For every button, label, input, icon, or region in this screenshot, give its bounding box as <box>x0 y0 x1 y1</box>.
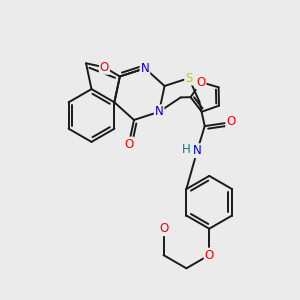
Text: N: N <box>155 105 164 118</box>
Text: O: O <box>205 249 214 262</box>
Text: N: N <box>141 62 149 75</box>
Text: O: O <box>196 76 206 88</box>
Text: O: O <box>100 61 109 74</box>
Text: H: H <box>182 143 191 156</box>
Text: N: N <box>193 144 202 157</box>
Text: S: S <box>185 72 193 85</box>
Text: O: O <box>159 222 168 235</box>
Text: O: O <box>124 137 134 151</box>
Text: O: O <box>226 116 236 128</box>
